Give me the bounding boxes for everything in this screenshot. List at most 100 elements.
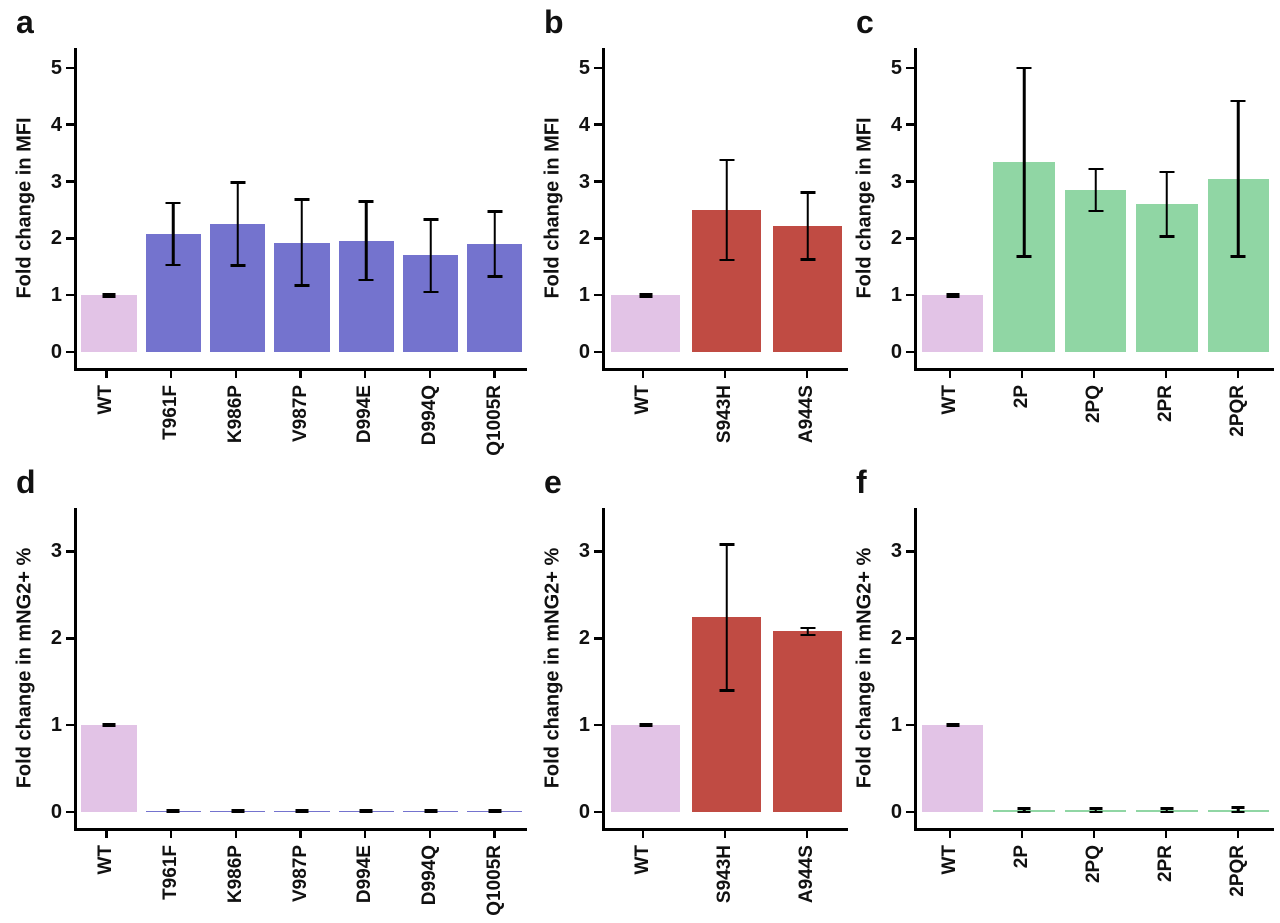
x-tick-slot <box>268 831 333 840</box>
y-tick-label: 4 <box>578 113 590 136</box>
x-axis-labels: WT S943H A944S <box>602 840 848 923</box>
error-bar-cap <box>295 810 309 814</box>
plot-area: WT T961F K986P V987P D994E D994Q Q1005R <box>74 508 527 923</box>
x-tick-mark <box>1092 831 1096 838</box>
y-tick-label: 3 <box>50 540 62 563</box>
y-axis-title: Fold change in MFI <box>541 117 564 299</box>
y-tick-label: 0 <box>50 801 62 823</box>
x-tick-mark <box>299 371 302 378</box>
error-bar-cap <box>1089 807 1103 810</box>
error-bar-a944s <box>806 627 809 635</box>
error-bar-d994q <box>429 219 432 292</box>
x-tick-slot <box>268 371 333 380</box>
y-tick-label: 0 <box>890 341 902 363</box>
y-tick-mark <box>66 293 74 297</box>
error-bar-cap <box>424 809 438 812</box>
y-axis-ticks: 0 1 2 3 4 5 <box>878 48 914 368</box>
x-tick-mark <box>948 371 952 378</box>
y-tick-mark <box>906 637 914 640</box>
x-label-k986p: K986P <box>203 380 268 468</box>
x-tick-mark <box>1164 831 1168 838</box>
error-bar-cap <box>102 295 116 298</box>
bar-wt <box>921 295 984 352</box>
x-tick-slot <box>986 831 1058 840</box>
y-tick-label: 2 <box>578 627 590 650</box>
x-tick-slot <box>684 831 766 840</box>
y-tick-mark <box>906 66 914 70</box>
x-axis-line <box>602 368 848 371</box>
x-tick-slot <box>462 371 527 380</box>
y-tick-mark <box>594 810 602 814</box>
x-tick-mark <box>169 371 173 378</box>
chart-f: Fold change in mNG2+ % 0 1 2 3 WT 2P 2PQ 2PR 2P… <box>852 508 1274 923</box>
plot-area: WT S943H A944S <box>602 508 848 923</box>
bar-slot <box>334 508 398 828</box>
y-tick-label: 3 <box>50 170 62 193</box>
y-tick-mark <box>66 637 74 640</box>
error-bar-cap <box>102 292 116 296</box>
x-label-2p: 2P <box>986 840 1058 923</box>
x-label-text: D994E <box>354 385 376 444</box>
error-bar-k986p <box>236 182 239 266</box>
y-tick-label: 1 <box>890 714 902 737</box>
y-tick-mark <box>906 810 914 814</box>
error-bar-cap <box>719 543 734 546</box>
x-label-text: 2P <box>1011 385 1032 409</box>
y-tick-label: 0 <box>578 801 590 823</box>
x-label-t961f: T961F <box>139 380 204 468</box>
y-axis-ticks: 0 1 2 3 <box>566 508 602 828</box>
error-bar-cap <box>639 295 652 298</box>
x-axis-labels: WT T961F K986P V987P D994E D994Q Q1005R <box>74 840 527 923</box>
error-bar-s943h <box>725 544 728 691</box>
x-tick-mark <box>299 831 302 838</box>
y-tick-mark <box>66 550 74 553</box>
bar-slot <box>398 48 462 368</box>
x-label-text: D994Q <box>418 845 440 906</box>
x-label-d994e: D994E <box>333 380 398 468</box>
x-label-v987p: V987P <box>268 840 333 923</box>
x-tick-mark <box>363 371 367 378</box>
x-label-text: WT <box>95 845 117 875</box>
panel-d: d Fold change in mNG2+ % 0 1 2 3 WT T961F K98… <box>12 466 527 923</box>
y-tick-mark <box>594 637 602 640</box>
x-label-text: 2PR <box>1155 385 1176 422</box>
error-bar-cap <box>102 724 116 728</box>
y-tick-label: 2 <box>890 627 902 650</box>
y-tick-label: 0 <box>890 801 902 823</box>
y-tick-mark <box>906 550 914 553</box>
error-bar-cap <box>1016 255 1032 258</box>
x-axis-ticks <box>914 371 1274 380</box>
y-tick-label: 5 <box>890 56 902 79</box>
x-tick-mark <box>428 371 432 378</box>
panel-a: a Fold change in MFI 0 1 2 3 4 5 WT T961F K986P… <box>12 6 527 468</box>
x-axis-line <box>914 368 1274 371</box>
x-label-text: D994E <box>354 845 376 904</box>
x-tick-mark <box>1164 371 1168 378</box>
y-tick-label: 4 <box>50 113 62 136</box>
y-tick-label: 3 <box>890 540 902 563</box>
bar-wt <box>610 295 681 352</box>
x-label-text: V987P <box>289 845 311 903</box>
x-label-text: A944S <box>796 845 817 904</box>
x-label-wt: WT <box>74 840 139 923</box>
x-label-text: Q1005R <box>483 845 505 916</box>
bar-slot <box>206 508 270 828</box>
y-axis-ticks: 0 1 2 3 4 5 <box>566 48 602 368</box>
error-bar-cap <box>359 810 373 814</box>
x-tick-slot <box>333 831 398 840</box>
y-tick-mark <box>594 550 602 553</box>
x-label-text: 2PQR <box>1227 385 1248 437</box>
bar-slot <box>1060 508 1131 828</box>
x-tick-mark <box>105 831 108 838</box>
error-bar-cap <box>1088 209 1104 213</box>
x-label-2pqr: 2PQR <box>1202 380 1274 468</box>
plot-area: WT T961F K986P V987P D994E D994Q Q1005R <box>74 48 527 468</box>
x-tick-slot <box>398 831 463 840</box>
error-bar-cap <box>231 810 245 814</box>
x-tick-slot <box>74 831 139 840</box>
bar-slot <box>1203 508 1274 828</box>
x-tick-mark <box>1092 371 1096 378</box>
y-axis-title: Fold change in mNG2+ % <box>13 547 36 789</box>
plot-area: WT 2P 2PQ 2PR 2PQR <box>914 48 1274 468</box>
